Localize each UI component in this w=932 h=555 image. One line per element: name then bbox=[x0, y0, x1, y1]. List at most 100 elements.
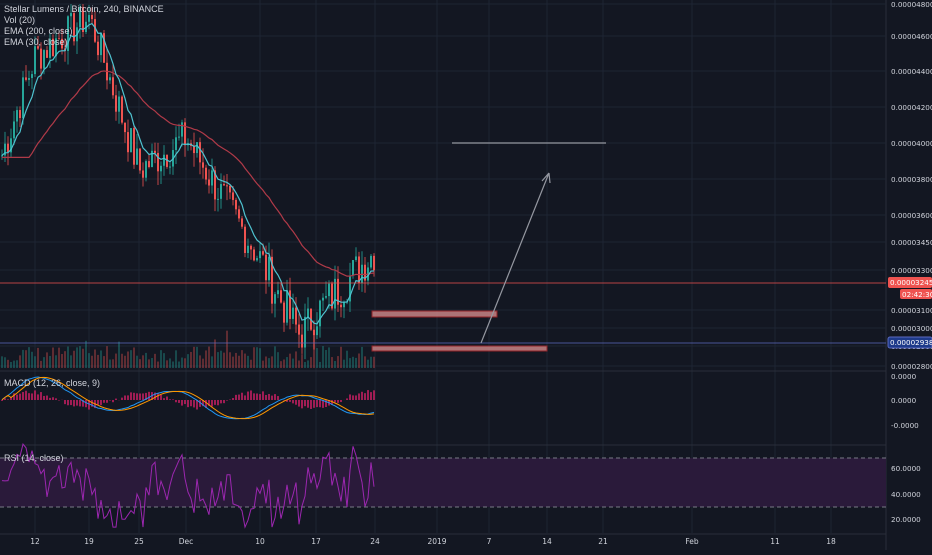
volume-bar bbox=[274, 346, 276, 368]
candle-body bbox=[31, 74, 33, 78]
volume-bar bbox=[304, 362, 306, 368]
macd-bar bbox=[301, 400, 303, 408]
candle-body bbox=[298, 325, 300, 335]
time-tick-label: Feb bbox=[685, 537, 699, 546]
candle-body bbox=[7, 144, 9, 153]
candle-body bbox=[40, 49, 42, 69]
candle-body bbox=[283, 303, 285, 323]
candle-body bbox=[115, 95, 117, 111]
price-tick-label: 0.00004400 bbox=[891, 67, 932, 76]
volume-bar bbox=[211, 356, 213, 368]
macd-bar bbox=[172, 399, 174, 400]
macd-bar bbox=[157, 394, 159, 400]
candle-body bbox=[343, 302, 345, 307]
macd-bar bbox=[223, 400, 225, 403]
volume-bar bbox=[88, 353, 90, 368]
volume-bar bbox=[214, 339, 216, 368]
macd-bar bbox=[97, 400, 99, 405]
macd-bar bbox=[310, 400, 312, 409]
volume-bar bbox=[43, 357, 45, 368]
candle-body bbox=[28, 78, 30, 80]
candle-body bbox=[109, 77, 111, 80]
volume-bar bbox=[127, 351, 129, 368]
price-tick-label: 0.00004800 bbox=[891, 0, 932, 9]
volume-bar bbox=[142, 355, 144, 368]
indicator-ema200[interactable]: EMA (200, close) bbox=[4, 26, 164, 37]
volume-bar bbox=[46, 352, 48, 368]
volume-bar bbox=[355, 358, 357, 368]
marked-level-text: 0.00002938 bbox=[890, 338, 932, 347]
macd-bar bbox=[169, 399, 171, 400]
macd-bar bbox=[127, 395, 129, 400]
current-price-text: 0.00003245 bbox=[890, 278, 932, 287]
resistance-zone bbox=[372, 311, 497, 317]
volume-bar bbox=[28, 347, 30, 368]
volume-bar bbox=[238, 356, 240, 368]
candle-body bbox=[328, 284, 330, 296]
volume-bar bbox=[10, 362, 12, 368]
candle-body bbox=[322, 298, 324, 301]
candle-body bbox=[25, 77, 27, 80]
volume-bar bbox=[283, 359, 285, 368]
macd-bar bbox=[355, 395, 357, 400]
macd-bar bbox=[298, 400, 300, 407]
rsi-label[interactable]: RSI (14, close) bbox=[4, 453, 64, 463]
macd-bar bbox=[319, 400, 321, 407]
macd-bar bbox=[361, 392, 363, 400]
candle-body bbox=[256, 258, 258, 260]
volume-bar bbox=[40, 361, 42, 368]
macd-bar bbox=[52, 397, 54, 400]
macd-bar bbox=[196, 400, 198, 409]
volume-bar bbox=[184, 358, 186, 368]
macd-bar bbox=[76, 400, 78, 406]
macd-bar bbox=[352, 395, 354, 400]
volume-bar bbox=[187, 354, 189, 368]
volume-bar bbox=[190, 352, 192, 368]
candle-body bbox=[46, 50, 48, 58]
macd-bar bbox=[346, 398, 348, 400]
volume-bar bbox=[343, 360, 345, 368]
volume-bar bbox=[1, 356, 3, 368]
macd-tick-label: 0.0000 bbox=[891, 372, 917, 381]
indicator-volume[interactable]: Vol (20) bbox=[4, 15, 164, 26]
candle-body bbox=[274, 294, 276, 304]
macd-bar bbox=[70, 400, 72, 405]
volume-bar bbox=[112, 359, 114, 368]
rsi-band bbox=[0, 458, 886, 507]
macd-label[interactable]: MACD (12, 26, close, 9) bbox=[4, 378, 100, 388]
macd-bar bbox=[295, 400, 297, 405]
volume-bar bbox=[256, 347, 258, 368]
symbol-title[interactable]: Stellar Lumens / Bitcoin, 240, BINANCE bbox=[4, 4, 164, 15]
volume-bar bbox=[259, 348, 261, 368]
volume-bar bbox=[286, 357, 288, 368]
macd-bar bbox=[307, 400, 309, 408]
time-tick-label: 2019 bbox=[427, 537, 446, 546]
macd-bar bbox=[217, 400, 219, 405]
volume-bar bbox=[271, 356, 273, 368]
indicator-ema30[interactable]: EMA (30, close) bbox=[4, 37, 164, 48]
volume-bar bbox=[34, 356, 36, 368]
macd-bar bbox=[37, 394, 39, 400]
macd-bar bbox=[256, 394, 258, 400]
volume-bar bbox=[316, 348, 318, 368]
volume-bar bbox=[265, 356, 267, 368]
candle-body bbox=[19, 110, 21, 118]
volume-bar bbox=[229, 352, 231, 368]
macd-bar bbox=[160, 395, 162, 400]
candle-body bbox=[121, 97, 123, 123]
volume-bar bbox=[70, 355, 72, 368]
volume-bar bbox=[262, 361, 264, 368]
volume-bar bbox=[22, 350, 24, 368]
candle-body bbox=[136, 149, 138, 165]
macd-bar bbox=[148, 392, 150, 400]
volume-bar bbox=[361, 347, 363, 368]
candle-body bbox=[169, 167, 171, 168]
candle-body bbox=[139, 149, 141, 171]
candle-body bbox=[130, 128, 132, 152]
volume-bar bbox=[169, 358, 171, 368]
macd-bar bbox=[232, 398, 234, 400]
volume-bar bbox=[16, 360, 18, 368]
price-tick-label: 0.00004200 bbox=[891, 103, 932, 112]
